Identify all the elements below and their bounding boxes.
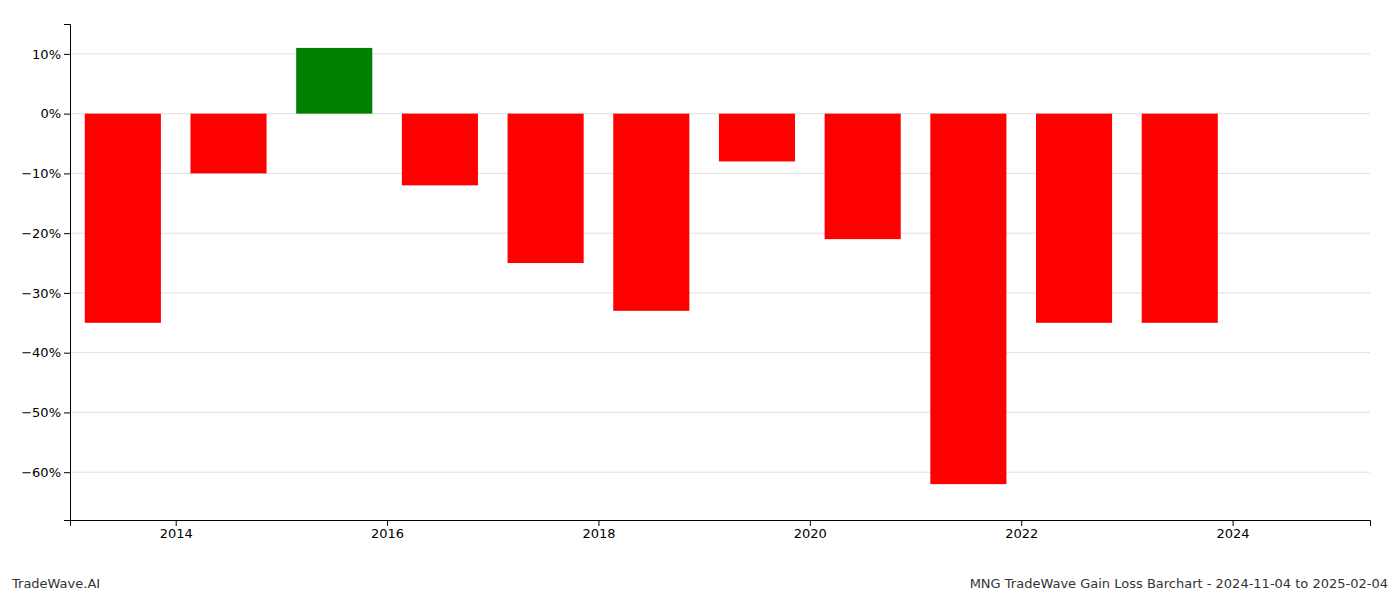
tick-label: 2014 — [160, 526, 193, 541]
tick-mark — [64, 233, 70, 234]
tick-mark — [64, 472, 70, 473]
y-axis: 10% 0% −10% −20% −30% −40% −50% −60% — [21, 25, 70, 521]
axis-line — [71, 521, 1371, 527]
bar — [1036, 114, 1112, 323]
chart: 10%0%−10%−20%−30%−40%−50%−60%20142016201… — [0, 0, 1400, 600]
tick-mark — [64, 293, 70, 294]
tick-label: −60% — [21, 465, 61, 480]
tick: −60% — [21, 465, 70, 480]
tick-mark — [64, 412, 70, 413]
tick: 2016 — [371, 520, 404, 541]
bar — [296, 48, 372, 114]
tick: 2018 — [582, 520, 615, 541]
axis-line — [64, 25, 71, 521]
tick-mark — [64, 54, 70, 55]
tick: −20% — [21, 226, 70, 241]
tick-mark — [598, 520, 599, 526]
tick-label: −10% — [21, 166, 61, 181]
tick: 0% — [40, 106, 70, 121]
tick-mark — [810, 520, 811, 526]
tick: −30% — [21, 286, 70, 301]
tick-mark — [387, 520, 388, 526]
tick-label: 2016 — [371, 526, 404, 541]
tick: 10% — [32, 47, 70, 62]
tick-mark — [176, 520, 177, 526]
tick: 2014 — [160, 520, 193, 541]
tick-label: −40% — [21, 345, 61, 360]
x-axis: 2014 2016 2018 2020 2022 2024 — [71, 520, 1371, 541]
bar — [613, 114, 689, 311]
bar — [402, 114, 478, 186]
tick-label: −50% — [21, 405, 61, 420]
tick: −50% — [21, 405, 70, 420]
tick-label: 2018 — [582, 526, 615, 541]
title: MNG TradeWave Gain Loss Barchart - 2024-… — [970, 576, 1388, 591]
tick-mark — [64, 173, 70, 174]
bar — [825, 114, 901, 239]
grid-line — [70, 412, 1370, 413]
tick-mark — [64, 353, 70, 354]
bar — [85, 114, 161, 323]
bar — [719, 114, 795, 162]
grid-line — [70, 352, 1370, 353]
tick: 2022 — [1005, 520, 1038, 541]
tick-label: 2020 — [794, 526, 827, 541]
tick-mark — [1021, 520, 1022, 526]
grid-line — [70, 472, 1370, 473]
bars — [85, 48, 1218, 484]
watermark: TradeWave.AI — [11, 576, 100, 591]
bar — [1142, 114, 1218, 323]
grid — [70, 54, 1370, 472]
bar — [508, 114, 584, 263]
tick: −10% — [21, 166, 70, 181]
tick-mark — [64, 114, 70, 115]
tick: 2020 — [794, 520, 827, 541]
tick: −40% — [21, 345, 70, 360]
tick-label: 10% — [32, 47, 61, 62]
tick-mark — [1233, 520, 1234, 526]
tick-label: 2024 — [1217, 526, 1250, 541]
grid-line — [70, 53, 1370, 54]
tick-label: −20% — [21, 226, 61, 241]
tick-label: 0% — [40, 106, 61, 121]
bar — [930, 114, 1006, 485]
bar — [190, 114, 266, 174]
tick-label: 2022 — [1005, 526, 1038, 541]
tick: 2024 — [1217, 520, 1250, 541]
tick-label: −30% — [21, 286, 61, 301]
